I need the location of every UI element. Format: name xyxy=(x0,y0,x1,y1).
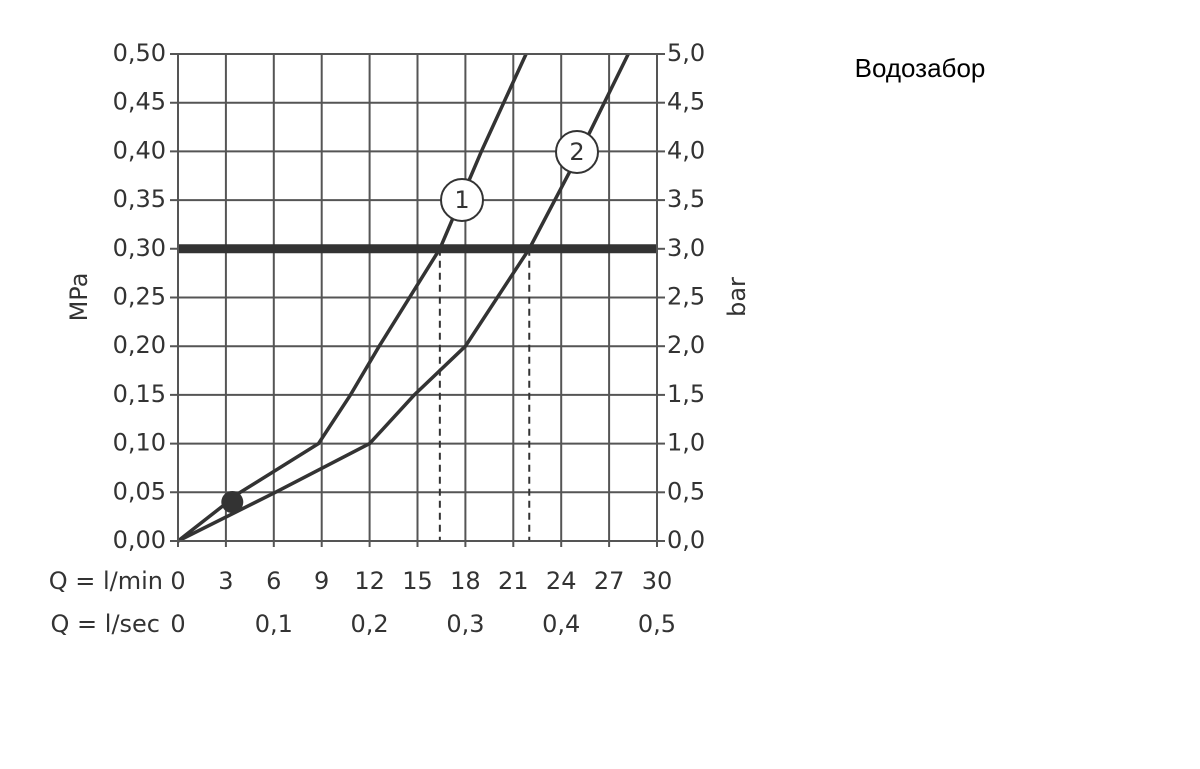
legend-circle xyxy=(555,130,599,174)
x2-tick-label: 0,2 xyxy=(351,610,389,638)
x-tick-label: 6 xyxy=(266,567,281,595)
x-tick-label: 0 xyxy=(170,567,185,595)
x2-tick-label: 0,5 xyxy=(638,610,676,638)
y-tick-label: 0,35 xyxy=(113,185,166,213)
y-tick-label: 0,40 xyxy=(113,136,166,164)
y-axis-label: MPa xyxy=(65,273,93,322)
x-tick-label: 21 xyxy=(498,567,529,595)
x-axis-label: Q = l/min xyxy=(49,567,163,595)
x-tick-label: 30 xyxy=(642,567,673,595)
y2-tick-label: 5,0 xyxy=(667,39,705,67)
y-tick-label: 0,25 xyxy=(113,283,166,311)
y-tick-label: 0,20 xyxy=(113,331,166,359)
legend-label: 1 xyxy=(454,186,469,214)
x-tick-label: 12 xyxy=(354,567,385,595)
curve xyxy=(176,53,528,543)
y-tick-label: 0,10 xyxy=(113,429,166,457)
y2-axis-label: bar xyxy=(723,277,751,317)
point xyxy=(221,491,244,514)
y-tick-label: 0,00 xyxy=(113,526,166,554)
y2-tick-label: 2,0 xyxy=(667,331,705,359)
y2-tick-label: 3,0 xyxy=(667,234,705,262)
legend-label: 2 xyxy=(569,138,584,166)
plot-frame xyxy=(177,53,658,542)
x-tick-label: 27 xyxy=(594,567,625,595)
y2-tick-label: 0,0 xyxy=(667,526,705,554)
y2-tick-label: 1,0 xyxy=(667,429,705,457)
x-tick-label: 18 xyxy=(450,567,481,595)
legend-circle xyxy=(440,178,484,222)
x-tick-label: 3 xyxy=(218,567,233,595)
y-tick-label: 0,50 xyxy=(113,39,166,67)
y2-tick-label: 2,5 xyxy=(667,283,705,311)
y-tick-label: 0,45 xyxy=(113,88,166,116)
x-tick-label: 15 xyxy=(402,567,433,595)
y-tick-label: 0,30 xyxy=(113,234,166,262)
x-tick-label: 24 xyxy=(546,567,577,595)
y2-tick-label: 4,5 xyxy=(667,88,705,116)
y2-tick-label: 0,5 xyxy=(667,477,705,505)
y2-tick-label: 3,5 xyxy=(667,185,705,213)
x-tick-label: 9 xyxy=(314,567,329,595)
x2-tick-label: 0,4 xyxy=(542,610,580,638)
y-tick-label: 0,05 xyxy=(113,477,166,505)
y2-tick-label: 1,5 xyxy=(667,380,705,408)
chart-title: Водозабор xyxy=(855,53,986,83)
y2-tick-label: 4,0 xyxy=(667,136,705,164)
x2-tick-label: 0,1 xyxy=(255,610,293,638)
x2-axis-label: Q = l/sec xyxy=(51,610,160,638)
y-tick-label: 0,15 xyxy=(113,380,166,408)
x2-tick-label: 0 xyxy=(170,610,185,638)
x2-tick-label: 0,3 xyxy=(446,610,484,638)
